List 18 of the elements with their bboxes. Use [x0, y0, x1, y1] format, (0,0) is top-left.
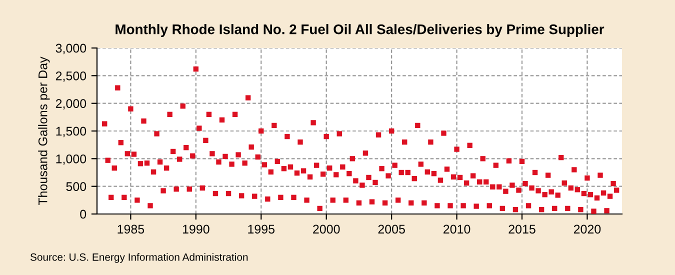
y-tick-label: 500	[66, 182, 86, 191]
x-tick-label: 2005	[378, 224, 405, 234]
x-tick-label: 2015	[508, 224, 536, 234]
y-tick-label: 3,000	[56, 44, 86, 54]
y-tick-label: 1,500	[56, 126, 86, 138]
y-tick-label: 0	[80, 210, 86, 219]
y-axis-title: Thousand Gallons per Day	[38, 56, 50, 206]
y-tick-label: 2,500	[56, 71, 86, 82]
x-tick-label: 1990	[182, 224, 210, 234]
y-tick-label: 2,000	[56, 99, 86, 110]
x-tick-label: 2000	[313, 224, 340, 234]
x-tick-label: 2010	[444, 224, 470, 234]
x-tick-label: 2020	[574, 224, 601, 234]
source-note: Source: U.S. Energy Information Administration	[30, 253, 248, 263]
x-tick-label: 1995	[248, 224, 275, 234]
x-tick-label: 1985	[118, 224, 144, 234]
chart-title: Monthly Rhode Island No. 2 Fuel Oil All Sales/Deliveries by Prime Supplier	[116, 24, 604, 37]
y-tick-label: 1,000	[56, 154, 86, 165]
